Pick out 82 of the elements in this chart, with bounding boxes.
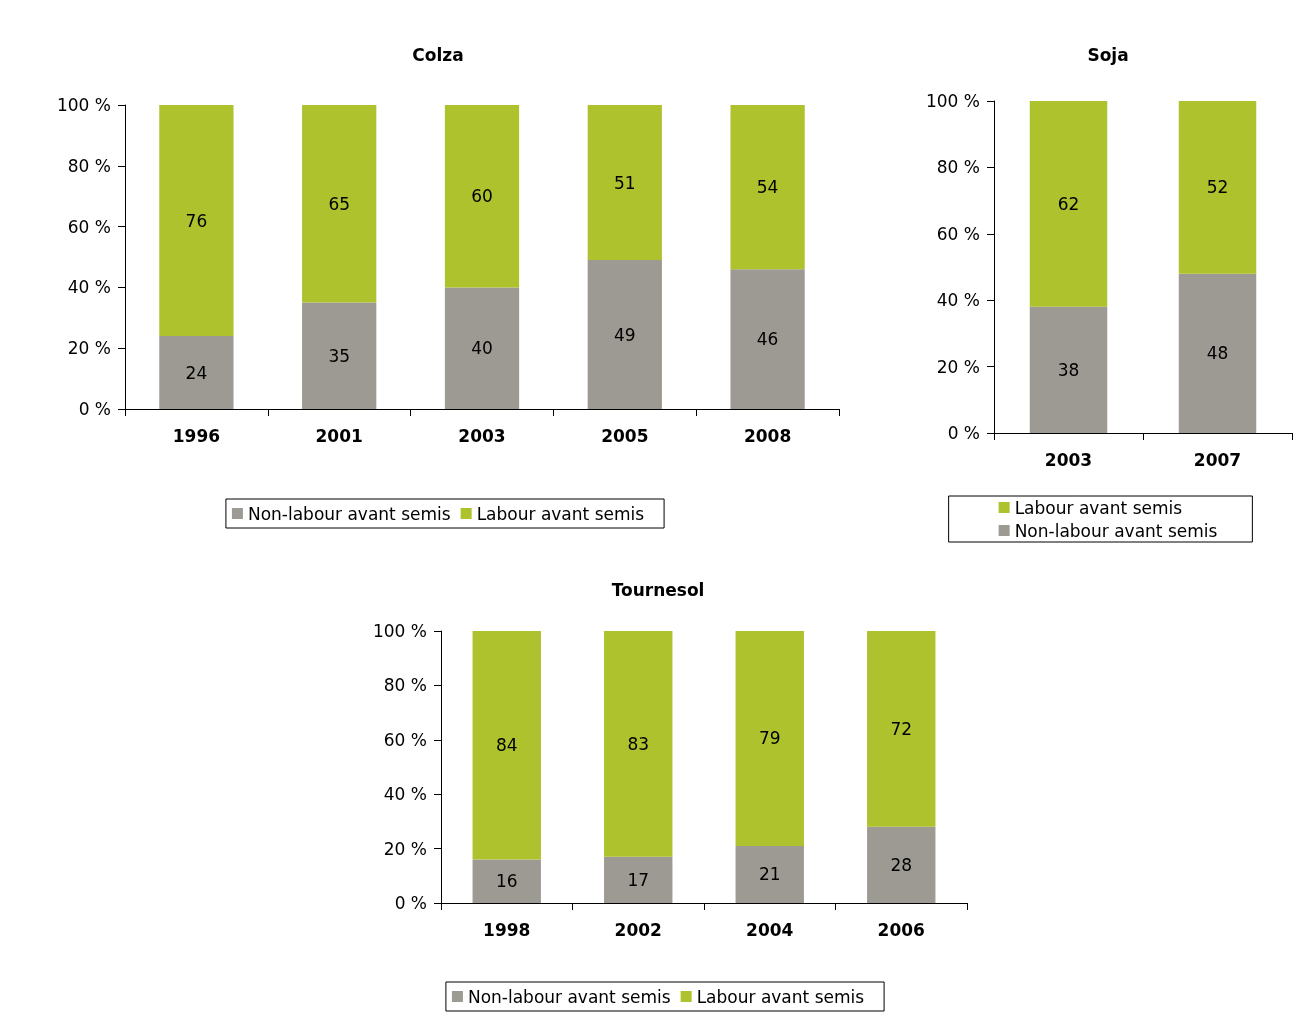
x-tick-label: 2004	[746, 919, 794, 940]
x-tick-label: 2002	[614, 919, 662, 940]
y-tick-label: 20 %	[67, 338, 111, 359]
bar	[730, 105, 805, 270]
y-tick-label: 60 %	[67, 216, 111, 237]
chart-title: Tournesol	[611, 579, 705, 600]
data-label: 40	[471, 338, 493, 359]
x-tick-label: 2006	[877, 919, 925, 940]
bar	[444, 105, 520, 288]
y-tick-label: 20 %	[936, 356, 980, 377]
data-label: 49	[613, 324, 636, 345]
bar	[867, 826, 936, 903]
y-tick-label: 0 %	[947, 423, 980, 443]
legend-label: Non-labour avant semis	[1014, 520, 1218, 541]
data-label: 76	[185, 210, 208, 231]
data-label: 51	[613, 172, 636, 193]
data-label: 48	[1206, 343, 1229, 364]
data-label: 17	[627, 869, 650, 890]
data-label: 16	[495, 871, 518, 892]
y-tick-label: 0 %	[394, 893, 427, 913]
data-label: 35	[328, 345, 351, 366]
y-tick-label: 100 %	[56, 95, 111, 115]
bar	[302, 302, 377, 409]
bar	[302, 105, 377, 303]
data-label: 72	[890, 718, 913, 739]
x-tick-label: 2003	[1044, 449, 1093, 470]
data-label: 21	[758, 864, 781, 885]
y-tick-label: 100 %	[372, 621, 427, 641]
legend-label: Labour avant semis	[1014, 497, 1183, 518]
bar	[867, 631, 936, 827]
y-tick-label: 0 %	[78, 399, 111, 419]
y-tick-label: 80 %	[383, 675, 427, 696]
y-tick-label: 20 %	[383, 838, 427, 859]
y-tick-label: 80 %	[67, 155, 111, 176]
bar	[1178, 101, 1257, 274]
x-tick-label: 1998	[483, 919, 531, 940]
y-tick-label: 40 %	[383, 784, 427, 805]
bar	[472, 859, 541, 903]
bar	[444, 287, 520, 409]
bar	[159, 105, 234, 337]
data-label: 60	[471, 186, 493, 207]
legend-label: Labour avant semis	[476, 503, 645, 524]
bar	[587, 260, 662, 409]
chart-title: Soja	[1087, 44, 1129, 65]
x-tick-label: 2008	[743, 425, 792, 446]
data-label: 83	[627, 733, 650, 754]
bar	[1178, 273, 1257, 433]
data-label: 24	[185, 362, 208, 383]
legend-label: Non-labour avant semis	[467, 986, 671, 1007]
x-tick-label: 1996	[172, 425, 221, 446]
bar	[735, 631, 804, 846]
data-label: 54	[756, 177, 779, 198]
bar	[159, 336, 234, 409]
data-label: 46	[756, 329, 779, 350]
chart-title: Colza	[412, 44, 464, 65]
data-label: 52	[1206, 177, 1229, 198]
bar	[1029, 306, 1108, 433]
bar	[730, 269, 805, 409]
y-tick-label: 60 %	[383, 729, 427, 750]
y-tick-label: 100 %	[925, 91, 980, 111]
bar	[472, 631, 541, 860]
bar	[604, 631, 673, 857]
x-tick-label: 2003	[458, 425, 506, 446]
x-tick-label: 2001	[315, 425, 363, 446]
legend-label: Labour avant semis	[696, 986, 865, 1007]
y-tick-label: 40 %	[67, 277, 111, 298]
bar	[1029, 101, 1108, 307]
bar	[587, 105, 662, 261]
y-tick-label: 60 %	[936, 223, 980, 244]
x-tick-label: 2005	[601, 425, 649, 446]
data-label: 84	[495, 735, 518, 756]
data-label: 28	[890, 854, 913, 875]
y-tick-label: 40 %	[936, 290, 980, 311]
y-tick-label: 80 %	[936, 157, 980, 178]
data-label: 79	[758, 728, 781, 749]
data-label: 38	[1057, 359, 1080, 380]
data-label: 62	[1057, 193, 1080, 214]
x-tick-label: 2007	[1193, 449, 1242, 470]
bar	[604, 856, 673, 903]
bar	[735, 845, 804, 903]
data-label: 65	[328, 193, 351, 214]
legend-label: Non-labour avant semis	[247, 503, 451, 524]
